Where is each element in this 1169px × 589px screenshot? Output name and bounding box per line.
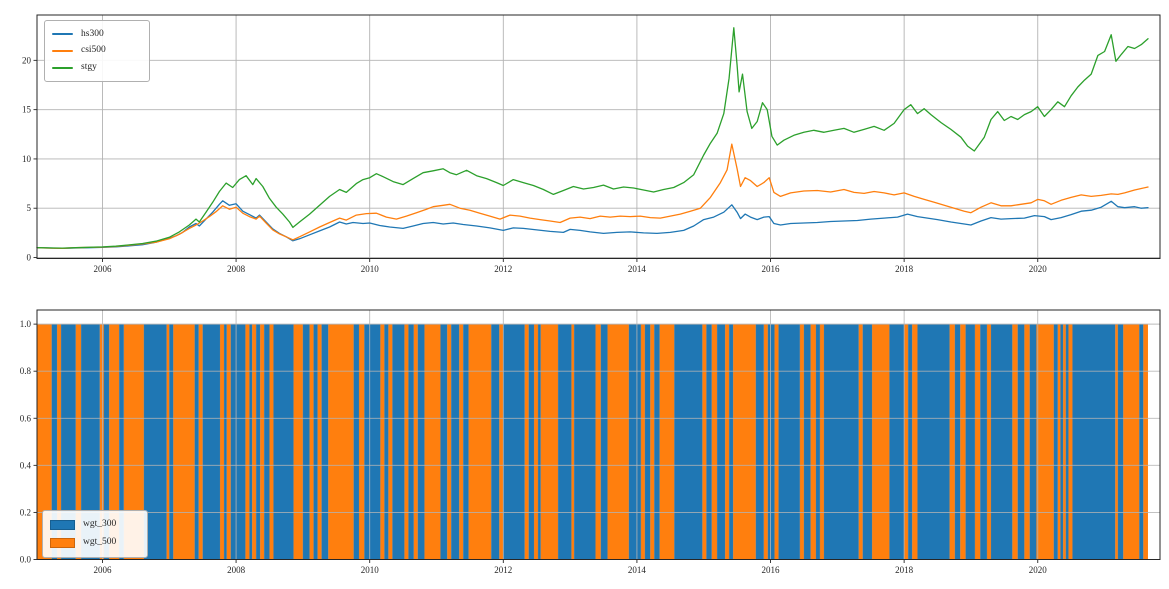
svg-text:2010: 2010 xyxy=(361,565,380,575)
legend-item-csi500: csi500 xyxy=(52,46,140,56)
legend-item-wgt-500: wgt_500 xyxy=(50,538,138,548)
svg-text:2008: 2008 xyxy=(227,264,246,274)
svg-text:0.2: 0.2 xyxy=(20,507,31,517)
legend-item-stgy: stgy xyxy=(52,61,140,73)
svg-text:2020: 2020 xyxy=(1029,264,1048,274)
bottom-chart-legend: wgt_300 wgt_500 xyxy=(42,510,148,558)
svg-text:2018: 2018 xyxy=(895,565,914,575)
svg-text:0: 0 xyxy=(27,253,32,263)
svg-text:2020: 2020 xyxy=(1029,565,1048,575)
top-chart-legend: hs300 csi500 stgy xyxy=(44,20,150,82)
legend-label-csi500: csi500 xyxy=(81,45,106,56)
svg-text:0.8: 0.8 xyxy=(20,366,32,376)
svg-text:2008: 2008 xyxy=(227,565,246,575)
legend-label-hs300: hs300 xyxy=(81,28,104,39)
csi500-line-swatch xyxy=(52,49,73,52)
svg-text:1.0: 1.0 xyxy=(20,319,32,329)
svg-text:5: 5 xyxy=(27,203,32,213)
legend-label-wgt-500: wgt_500 xyxy=(83,537,117,548)
svg-text:2012: 2012 xyxy=(494,264,512,274)
legend-label-wgt-300: wgt_300 xyxy=(83,519,117,530)
legend-item-hs300: hs300 xyxy=(52,28,140,40)
hs300-line-swatch xyxy=(52,33,73,36)
svg-text:2016: 2016 xyxy=(762,264,781,274)
svg-text:15: 15 xyxy=(22,105,32,115)
legend-item-wgt-300: wgt_300 xyxy=(50,520,138,530)
svg-text:2006: 2006 xyxy=(93,264,112,274)
wgt-500-patch-swatch xyxy=(50,538,75,548)
svg-text:2006: 2006 xyxy=(93,565,112,575)
svg-text:2016: 2016 xyxy=(762,565,781,575)
svg-text:0.4: 0.4 xyxy=(20,460,32,470)
svg-text:2012: 2012 xyxy=(494,565,512,575)
svg-text:0.0: 0.0 xyxy=(20,555,32,565)
legend-label-stgy: stgy xyxy=(81,61,97,72)
svg-text:2010: 2010 xyxy=(361,264,380,274)
wgt-300-patch-swatch xyxy=(50,520,75,530)
svg-text:2014: 2014 xyxy=(628,565,647,575)
svg-text:0.6: 0.6 xyxy=(20,413,32,423)
svg-text:2018: 2018 xyxy=(895,264,914,274)
stgy-line-swatch xyxy=(52,66,73,69)
svg-text:2014: 2014 xyxy=(628,264,647,274)
svg-text:10: 10 xyxy=(22,154,32,164)
svg-text:20: 20 xyxy=(22,55,32,65)
